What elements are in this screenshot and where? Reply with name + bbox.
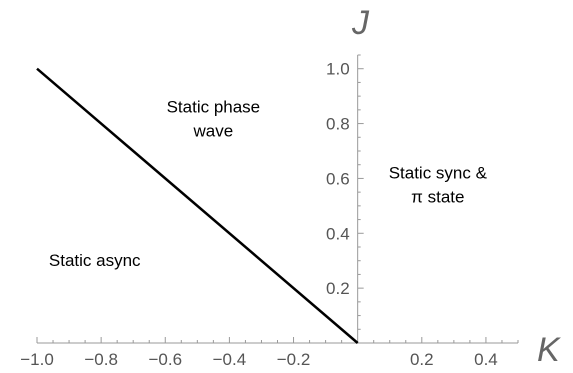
y-tick-label: 1.0 [326, 60, 350, 79]
x-tick-label: −0.6 [148, 350, 182, 369]
region-label-line: wave [193, 122, 234, 141]
region-label-line: π state [411, 187, 464, 206]
x-tick-label: 0.4 [474, 350, 498, 369]
region-label: Static phase wave [167, 98, 261, 141]
x-axis-title: K [537, 331, 561, 369]
x-tick-label: −0.4 [213, 350, 247, 369]
y-tick-label: 0.4 [326, 224, 350, 243]
x-tick-label: 0.2 [410, 350, 434, 369]
y-axis-title: J [351, 4, 370, 42]
data-marks [36, 67, 359, 344]
region-label-line: Static async [49, 251, 141, 270]
region-label-line: Static phase [167, 98, 261, 117]
region-label-line: Static sync & [389, 163, 488, 182]
x-tick-label: −0.2 [277, 350, 311, 369]
y-tick-label: 0.6 [326, 169, 350, 188]
x-tick-label: −1.0 [20, 350, 54, 369]
phase-boundary-line [36, 67, 359, 344]
region-label: Static async [49, 251, 141, 270]
y-tick-label: 0.2 [326, 279, 350, 298]
region-label: Static sync & π state [389, 163, 488, 206]
y-tick-label: 0.8 [326, 115, 350, 134]
axes: −1.0 −0.8 −0.6 −0.4 −0.2 0.2 0.4 0.2 0.4 0.6 0.8 1.… [20, 54, 519, 369]
x-tick-label: −0.8 [84, 350, 118, 369]
